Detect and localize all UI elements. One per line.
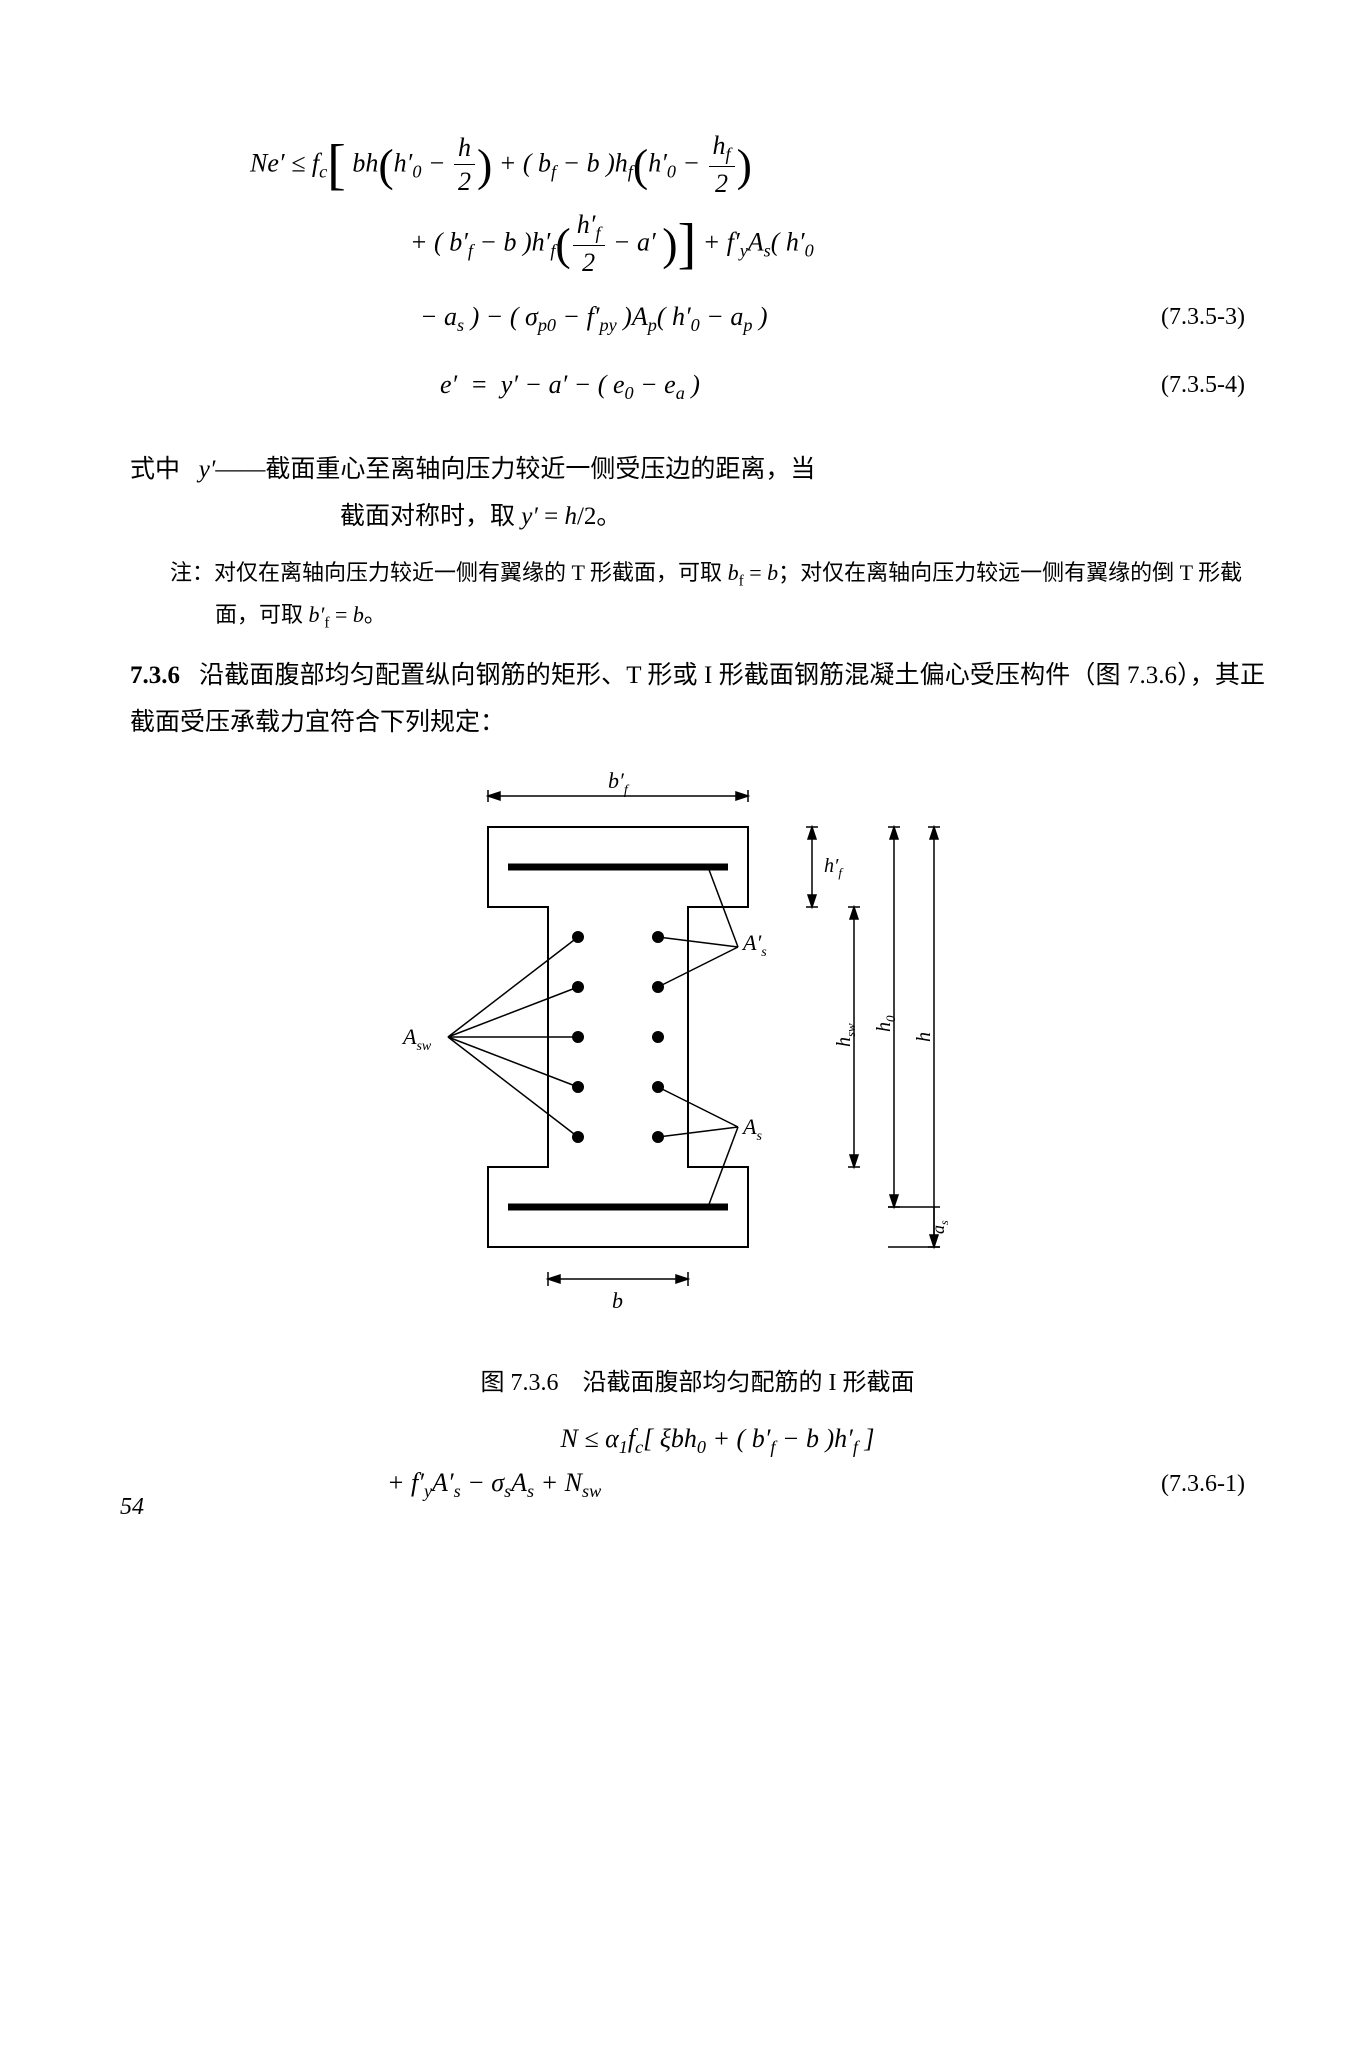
i-section-diagram: b′f Asw A′s As (388, 772, 1008, 1332)
figure-7-3-6: b′f Asw A′s As (130, 772, 1265, 1344)
eq-7-3-6-1-line2: + f′yA′s − σsAs + Nsw (7.3.6-1) (130, 1462, 1265, 1506)
label-as: As (741, 1114, 762, 1144)
equation-block-736: N ≤ α1fc[ ξbh0 + ( b′f − b )h′f ] + f′yA… (130, 1418, 1265, 1507)
section-number: 7.3.6 (130, 662, 180, 689)
section-text: 沿截面腹部均匀配置纵向钢筋的矩形、T 形或 I 形截面钢筋混凝土偏心受压构件（图… (130, 662, 1265, 737)
section-7-3-6: 7.3.6 沿截面腹部均匀配置纵向钢筋的矩形、T 形或 I 形截面钢筋混凝土偏心… (130, 652, 1265, 747)
def-text: 截面重心至离轴向压力较近一侧受压边的距离，当 (265, 456, 815, 483)
label-b: b (612, 1288, 623, 1313)
eq-7-3-5-4: e′ = y′ − a′ − ( e0 − ea ) (7.3.5-4) (130, 356, 1265, 416)
label-hf-prime: h′f (824, 855, 844, 880)
equation-text: Ne′ ≤ fc[ bh(h′0 − h2) + ( bf − b )hf(h′… (130, 130, 1245, 201)
equation-text: + ( b′f − b )h′f(h′f2 − a′ )] + f′yAs( h… (130, 209, 1245, 280)
equation-text: − as ) − ( σp0 − f′py )Ap( h′0 − ap ) (130, 296, 1161, 340)
equation-text: N ≤ α1fc[ ξbh0 + ( b′f − b )h′f ] (130, 1418, 1245, 1462)
note-prefix: 注： (170, 560, 214, 585)
label-as-prime: A′s (741, 930, 767, 960)
equation-text: e′ = y′ − a′ − ( e0 − ea ) (130, 364, 1161, 408)
label-as-dim: as (928, 1220, 951, 1234)
note-text: 注：对仅在离轴向压力较近一侧有翼缘的 T 形截面，可取 bf = b；对仅在离轴… (130, 553, 1265, 637)
def-text-line2: 截面对称时，取 y′ = h/2。 (130, 493, 1265, 541)
label-asw: Asw (401, 1024, 432, 1054)
symbol-definition: 式中 y′——截面重心至离轴向压力较近一侧受压边的距离，当 截面对称时，取 y′… (130, 446, 1265, 541)
eq-7-3-5-3-line1: Ne′ ≤ fc[ bh(h′0 − h2) + ( bf − b )hf(h′… (130, 130, 1265, 201)
page-number: 54 (120, 1488, 144, 1526)
eq-7-3-6-1-line1: N ≤ α1fc[ ξbh0 + ( b′f − b )h′f ] (130, 1418, 1265, 1462)
eq-number-7-3-5-3: (7.3.5-3) (1161, 298, 1265, 336)
def-prefix: 式中 (130, 456, 180, 483)
equation-text: + f′yA′s − σsAs + Nsw (130, 1462, 1161, 1506)
label-hsw: hsw (833, 1023, 858, 1047)
eq-7-3-5-3-line3: − as ) − ( σp0 − f′py )Ap( h′0 − ap ) (7… (130, 288, 1265, 348)
label-h: h (913, 1032, 935, 1042)
eq-number-7-3-5-4: (7.3.5-4) (1161, 366, 1265, 404)
equation-block-735: Ne′ ≤ fc[ bh(h′0 − h2) + ( bf − b )hf(h′… (130, 130, 1265, 416)
eq-number-7-3-6-1: (7.3.6-1) (1161, 1465, 1265, 1503)
figure-caption: 图 7.3.6 沿截面腹部均匀配筋的 I 形截面 (130, 1364, 1265, 1402)
label-bf-prime: b′f (608, 772, 630, 798)
def-dash: —— (215, 456, 265, 483)
eq-7-3-5-3-line2: + ( b′f − b )h′f(h′f2 − a′ )] + f′yAs( h… (130, 209, 1265, 280)
label-h0: h0 (873, 1015, 898, 1032)
